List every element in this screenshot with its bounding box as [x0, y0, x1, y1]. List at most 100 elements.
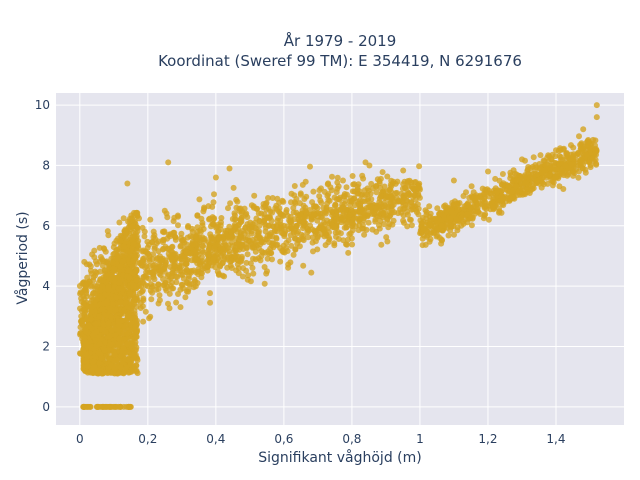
data-point [300, 237, 307, 244]
data-point [376, 225, 383, 232]
data-point [291, 183, 298, 189]
data-point [222, 227, 229, 234]
data-point [460, 193, 467, 199]
data-point [341, 191, 348, 197]
data-point [261, 264, 268, 270]
data-point [419, 220, 426, 227]
data-point [76, 283, 83, 289]
x-tick-label: 0 [76, 432, 84, 446]
data-point [110, 301, 117, 307]
data-point [272, 205, 279, 212]
data-point [374, 176, 381, 183]
data-point [116, 335, 123, 342]
data-point [113, 294, 120, 301]
data-point [115, 318, 122, 325]
data-point [105, 284, 112, 290]
data-point [513, 171, 520, 178]
data-point [485, 168, 491, 175]
data-point [404, 223, 411, 230]
data-point [335, 229, 342, 236]
data-point [537, 152, 544, 159]
data-point [207, 299, 214, 306]
data-point [102, 403, 109, 410]
data-point [82, 282, 89, 289]
data-point [294, 240, 301, 247]
data-point [587, 146, 594, 153]
data-point [179, 237, 185, 244]
data-point [543, 172, 550, 179]
data-point [280, 222, 287, 229]
data-point [316, 193, 323, 200]
data-point [141, 228, 148, 235]
data-point [538, 184, 545, 191]
data-point [121, 307, 127, 314]
data-point [404, 178, 411, 185]
data-point [173, 299, 180, 306]
data-point [110, 268, 117, 275]
data-point [356, 222, 363, 229]
data-point [200, 243, 207, 250]
data-point [408, 199, 414, 206]
data-point [331, 223, 338, 230]
x-tick-label: 1,2 [478, 432, 497, 446]
data-point [347, 230, 354, 237]
data-point [250, 255, 256, 262]
data-point [263, 270, 270, 277]
data-point [226, 248, 232, 254]
data-point [524, 166, 531, 173]
data-point [249, 243, 256, 250]
data-point [139, 287, 146, 294]
data-point [296, 200, 303, 207]
data-point [77, 318, 84, 325]
data-point [499, 171, 506, 177]
data-point [388, 177, 395, 184]
data-point [150, 228, 157, 235]
data-point [323, 205, 330, 212]
data-point [395, 197, 402, 204]
data-point [310, 203, 317, 209]
data-point [434, 227, 441, 234]
data-point [438, 222, 445, 229]
data-point [570, 172, 577, 179]
data-point [91, 364, 98, 370]
data-point [231, 223, 238, 230]
data-point [343, 184, 350, 191]
data-point [142, 248, 149, 255]
data-point [273, 242, 280, 248]
data-point [127, 403, 134, 410]
data-point [221, 240, 228, 247]
y-tick-label: 10 [35, 98, 50, 112]
data-point [127, 290, 134, 297]
data-point [331, 240, 338, 247]
data-point [126, 215, 133, 222]
data-point [458, 214, 465, 221]
data-point [273, 234, 280, 241]
data-point [132, 323, 139, 330]
data-point [496, 205, 502, 212]
data-point [593, 102, 600, 109]
data-point [105, 320, 112, 327]
data-point [416, 163, 423, 170]
data-point [296, 211, 303, 218]
data-point [117, 263, 124, 270]
data-point [288, 199, 294, 206]
data-point [314, 213, 321, 220]
data-point [292, 235, 299, 242]
data-point [122, 356, 129, 362]
data-point [93, 320, 99, 327]
data-point [205, 239, 212, 246]
data-point [155, 286, 162, 292]
data-point [385, 224, 392, 231]
data-point [120, 330, 127, 337]
data-point [258, 248, 265, 255]
data-point [351, 209, 358, 216]
data-point [129, 222, 136, 229]
data-point [107, 341, 114, 348]
data-point [157, 272, 164, 279]
data-point [261, 280, 268, 287]
data-point [415, 211, 422, 218]
data-point [368, 203, 375, 210]
x-tick-label: 0,6 [274, 432, 293, 446]
data-point [107, 403, 114, 410]
data-point [208, 223, 214, 230]
